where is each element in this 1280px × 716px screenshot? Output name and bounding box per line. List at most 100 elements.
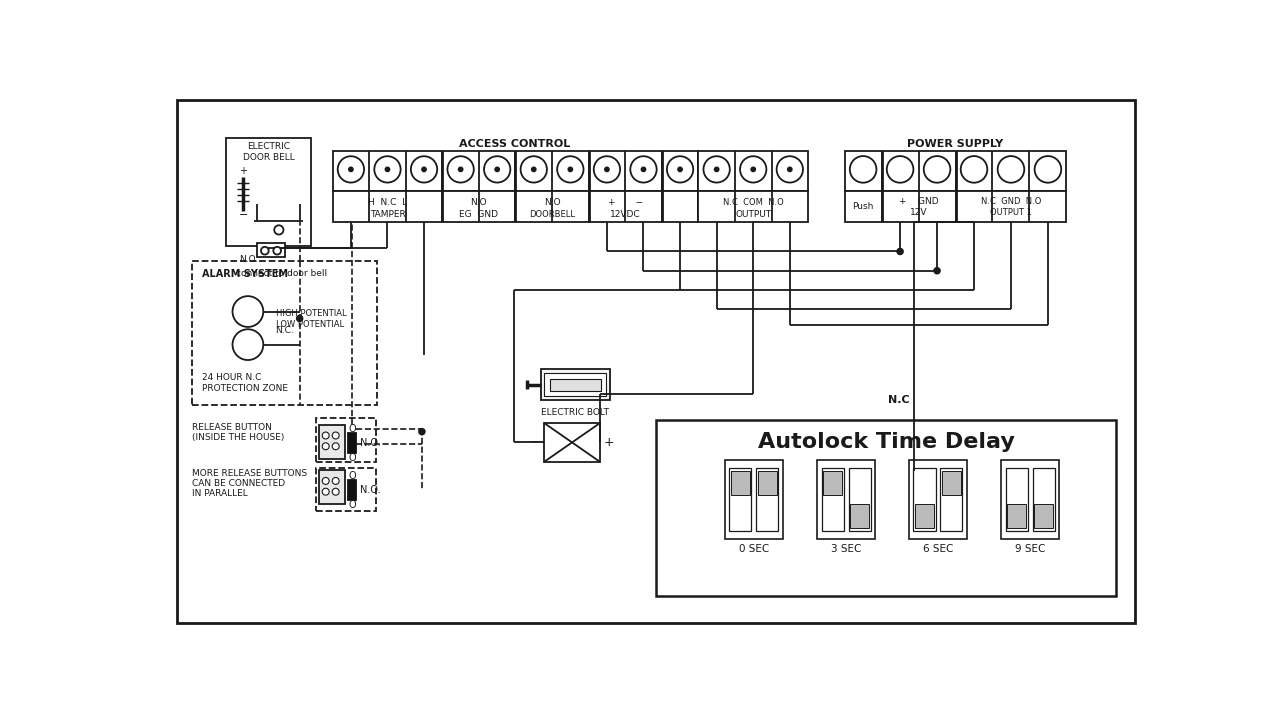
Text: O: O (348, 500, 356, 510)
Text: 12V: 12V (910, 208, 927, 218)
Bar (822, 468, 844, 531)
Circle shape (1034, 156, 1061, 183)
Bar (699, 151, 808, 191)
Circle shape (495, 168, 499, 171)
Circle shape (787, 168, 792, 171)
Text: +       −: + − (608, 198, 643, 207)
Bar (1006, 468, 1028, 531)
Text: N.O.: N.O. (238, 256, 257, 264)
Circle shape (385, 168, 389, 171)
Text: 9 SEC: 9 SEC (1015, 544, 1046, 554)
Circle shape (422, 168, 426, 171)
Circle shape (630, 156, 657, 183)
Text: Push: Push (852, 203, 874, 211)
Bar (940, 468, 963, 531)
Bar (192, 261, 378, 405)
Circle shape (323, 488, 329, 495)
Circle shape (484, 156, 511, 183)
Text: connect to door bell: connect to door bell (236, 268, 326, 278)
Text: HIGH POTENTIAL: HIGH POTENTIAL (275, 309, 347, 319)
Circle shape (997, 156, 1024, 183)
Bar (756, 468, 778, 531)
Bar (942, 471, 961, 495)
Text: N.C: N.C (888, 395, 909, 405)
Bar (849, 468, 870, 531)
Bar (319, 470, 344, 504)
Bar (724, 460, 783, 538)
Bar (845, 151, 1066, 191)
Bar (257, 243, 285, 257)
Circle shape (777, 156, 803, 183)
Text: POWER SUPPLY: POWER SUPPLY (908, 140, 1004, 150)
Circle shape (333, 432, 339, 439)
Bar (1033, 468, 1055, 531)
Bar (915, 504, 934, 528)
Text: 3 SEC: 3 SEC (831, 544, 861, 554)
Text: +: + (604, 436, 614, 449)
Bar (850, 504, 869, 528)
Circle shape (333, 478, 339, 485)
Circle shape (714, 168, 718, 171)
Text: TAMPER: TAMPER (370, 210, 406, 219)
Bar (333, 151, 699, 191)
Circle shape (458, 168, 462, 171)
Circle shape (448, 156, 474, 183)
Circle shape (887, 156, 914, 183)
Text: N.O: N.O (544, 198, 561, 207)
Text: 24 HOUR N.C: 24 HOUR N.C (202, 373, 261, 382)
Bar (657, 420, 1116, 596)
Text: N.O.: N.O. (361, 438, 381, 448)
Text: N.C.: N.C. (275, 326, 294, 335)
Text: MORE RELEASE BUTTONS: MORE RELEASE BUTTONS (192, 469, 307, 478)
Bar (913, 468, 936, 531)
Bar (731, 471, 750, 495)
Circle shape (323, 432, 329, 439)
Bar (758, 471, 777, 495)
Text: N.O: N.O (471, 198, 488, 207)
Circle shape (233, 329, 264, 360)
Bar (817, 460, 876, 538)
Circle shape (374, 156, 401, 183)
Bar (823, 471, 842, 495)
Bar (1034, 504, 1053, 528)
Circle shape (934, 268, 940, 274)
Text: H  N.C  L: H N.C L (367, 198, 407, 207)
Bar (319, 425, 344, 459)
Text: N.C  COM  N.O: N.C COM N.O (723, 198, 783, 207)
Circle shape (568, 168, 572, 171)
Circle shape (338, 156, 364, 183)
Bar (1001, 460, 1060, 538)
Text: 0 SEC: 0 SEC (739, 544, 769, 554)
Circle shape (233, 296, 264, 327)
Circle shape (557, 156, 584, 183)
Text: CAN BE CONNECTED: CAN BE CONNECTED (192, 479, 285, 488)
Text: ELECTRIC
DOOR BELL: ELECTRIC DOOR BELL (243, 142, 294, 162)
Bar (540, 369, 609, 400)
Bar (544, 423, 600, 462)
Bar (730, 468, 751, 531)
Circle shape (411, 156, 438, 183)
Circle shape (297, 315, 303, 321)
Text: IN PARALLEL: IN PARALLEL (192, 489, 248, 498)
Bar (333, 191, 699, 222)
Text: N.O.: N.O. (361, 485, 381, 495)
Bar (348, 433, 356, 453)
Bar (699, 191, 808, 222)
Text: ELECTRIC BOLT: ELECTRIC BOLT (541, 408, 609, 417)
Circle shape (667, 156, 694, 183)
Text: 6 SEC: 6 SEC (923, 544, 954, 554)
Circle shape (897, 248, 904, 255)
Circle shape (924, 156, 950, 183)
Text: ALARM SYSTEM: ALARM SYSTEM (202, 268, 288, 279)
Text: −: − (530, 436, 540, 449)
Circle shape (333, 488, 339, 495)
Text: O: O (348, 424, 356, 434)
Text: (INSIDE THE HOUSE): (INSIDE THE HOUSE) (192, 433, 285, 442)
Circle shape (323, 478, 329, 485)
Bar (316, 418, 376, 463)
Bar (549, 379, 600, 391)
Bar (909, 460, 968, 538)
Circle shape (261, 247, 269, 255)
Circle shape (850, 156, 877, 183)
Circle shape (961, 156, 987, 183)
